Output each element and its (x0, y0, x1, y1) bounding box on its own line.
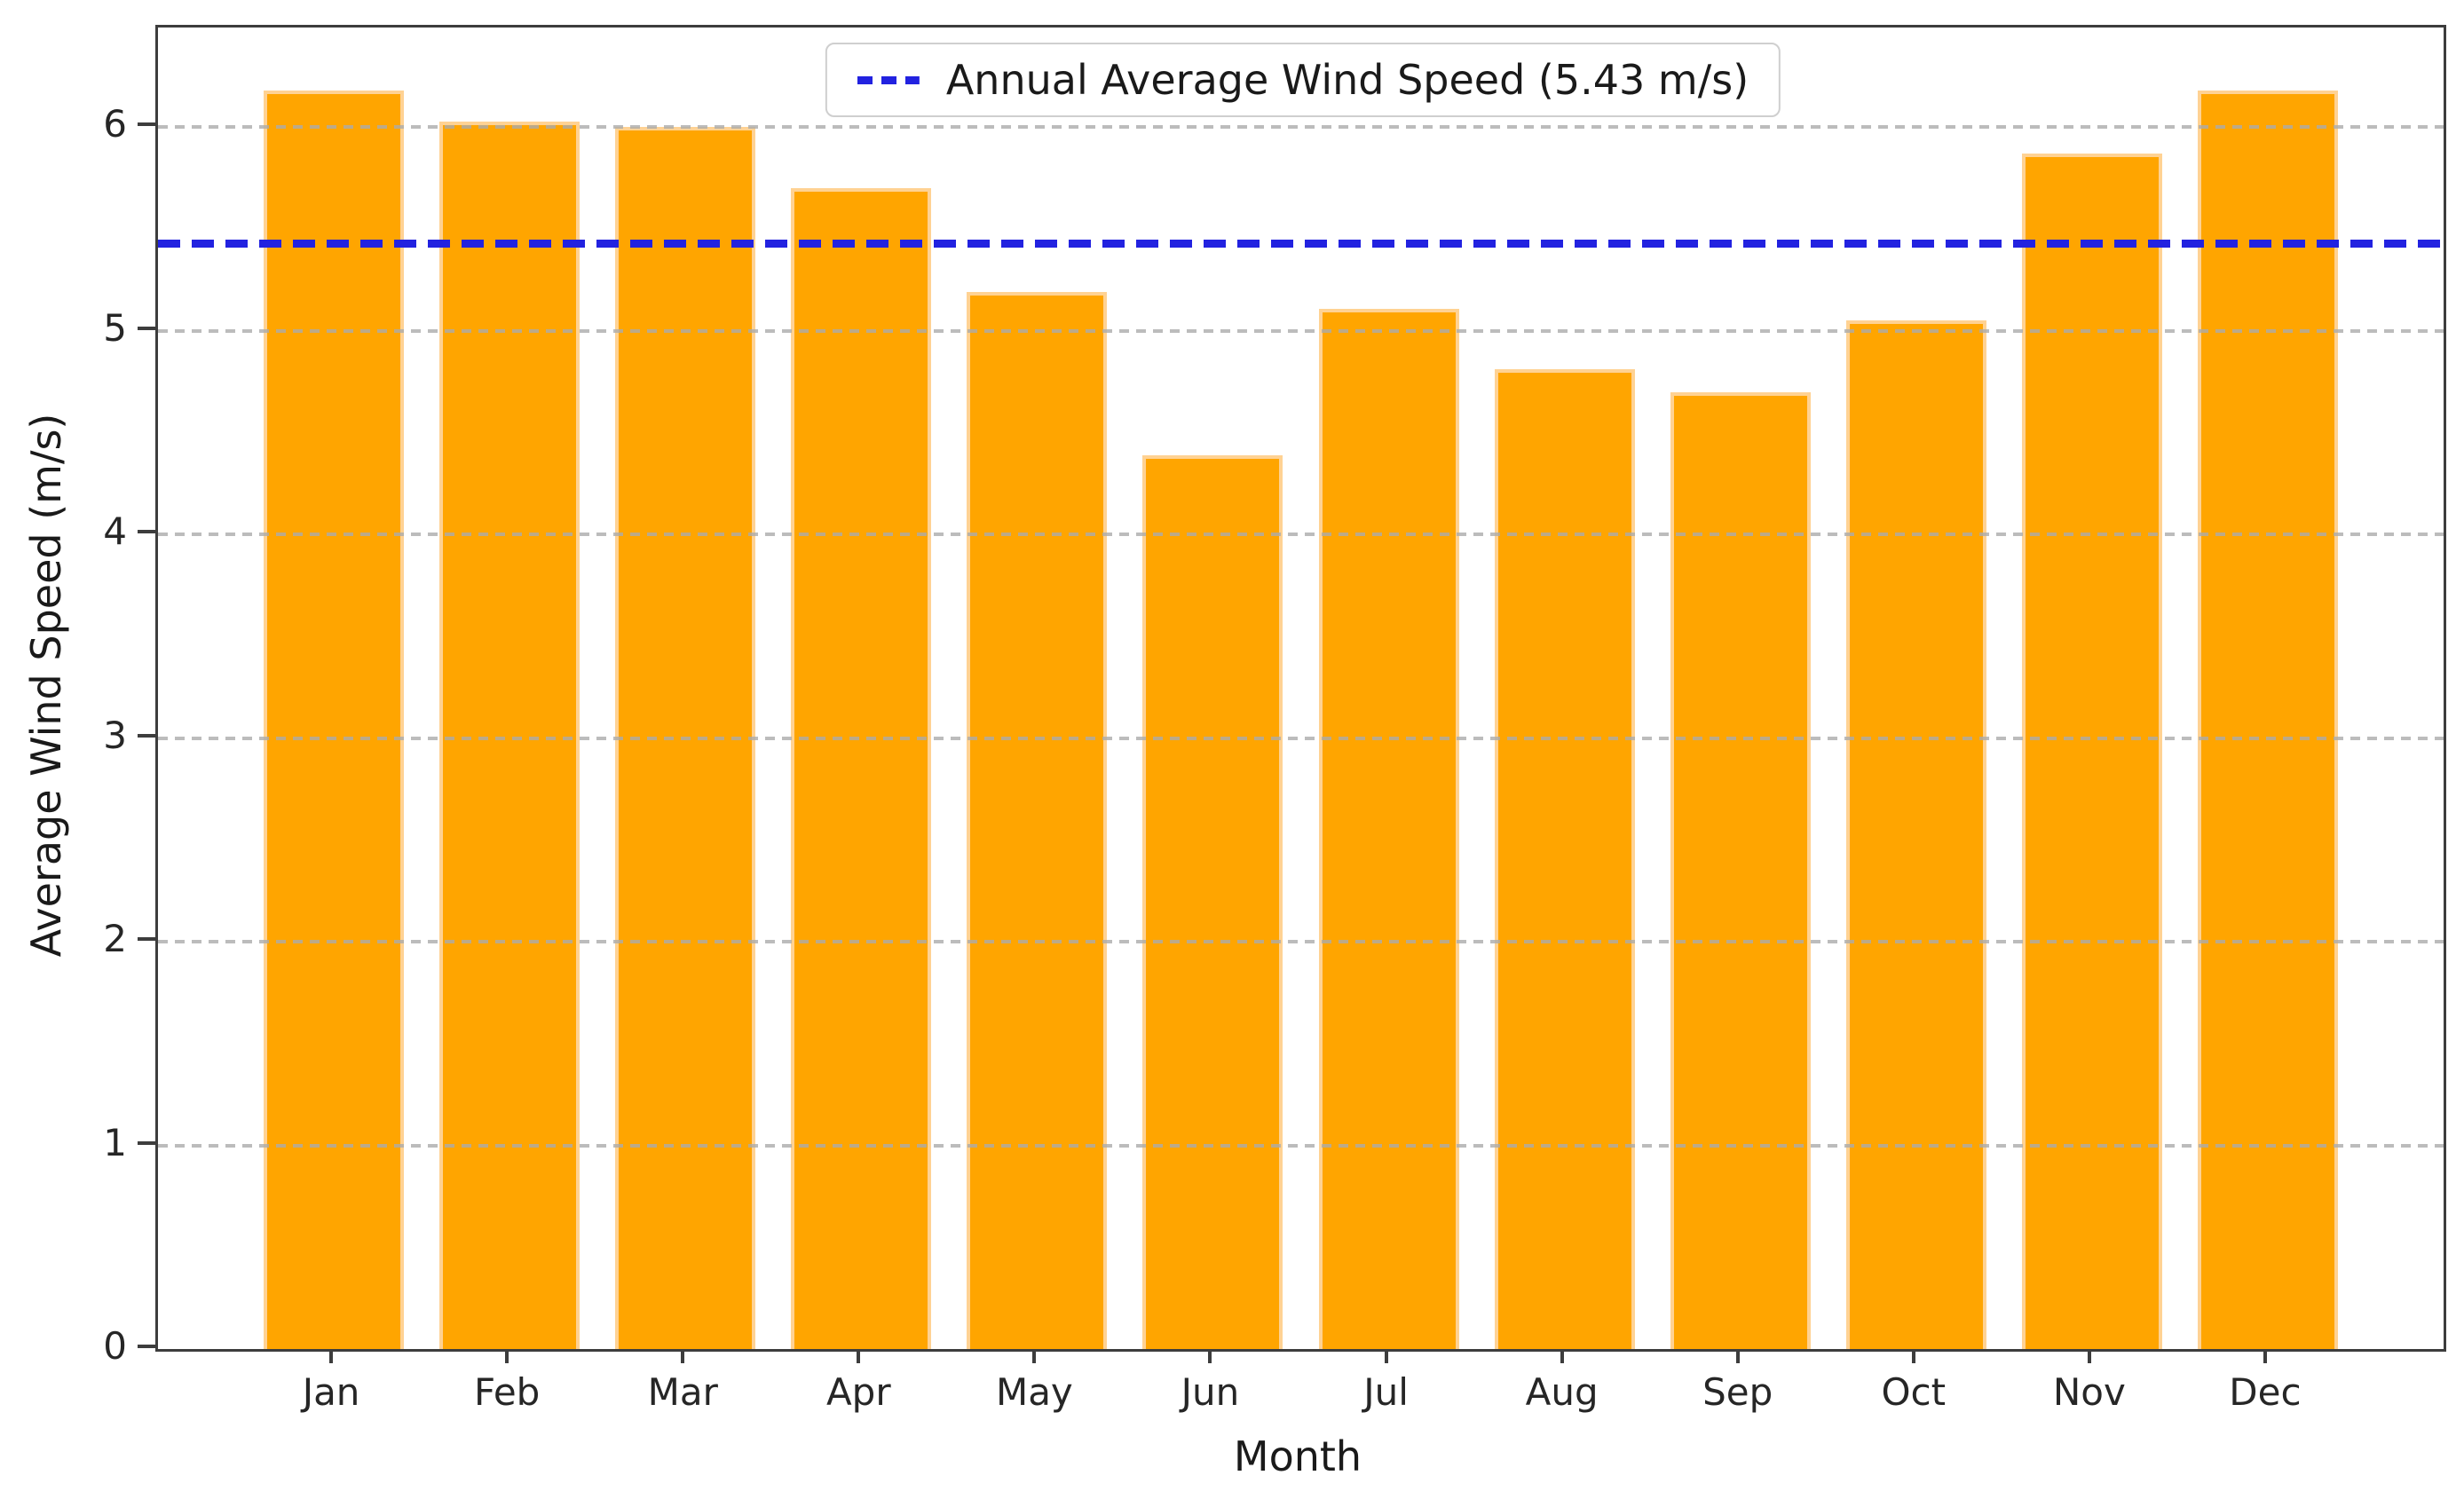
y-tick-label: 3 (103, 713, 127, 757)
x-tick-mark (1208, 1349, 1212, 1363)
x-tick-label: Nov (2052, 1370, 2126, 1414)
y-tick-label: 1 (103, 1120, 127, 1164)
y-gridline (158, 736, 2444, 740)
bar-jun (1142, 454, 1283, 1349)
x-tick-label: Jan (302, 1370, 360, 1414)
y-tick-mark (138, 326, 155, 330)
bar-jul (1318, 308, 1459, 1349)
y-tick-label: 5 (103, 305, 127, 350)
y-tick-label: 2 (103, 917, 127, 961)
x-tick-mark (505, 1349, 509, 1363)
y-gridline (158, 328, 2444, 333)
x-tick-mark (2263, 1349, 2267, 1363)
x-tick-label: Sep (1702, 1370, 1773, 1414)
bar-jan (264, 91, 405, 1349)
x-tick-label: Jul (1363, 1370, 1409, 1414)
y-tick-label: 6 (103, 102, 127, 146)
y-gridline (158, 125, 2444, 130)
y-tick-mark (138, 1140, 155, 1145)
y-tick-mark (138, 530, 155, 534)
y-gridline (158, 1143, 2444, 1148)
bar-feb (439, 121, 580, 1349)
x-tick-label: Feb (473, 1370, 541, 1414)
bar-apr (791, 188, 932, 1349)
bar-nov (2021, 154, 2162, 1349)
y-tick-mark (138, 733, 155, 738)
y-tick-label: 0 (103, 1324, 127, 1368)
y-axis-label: Average Wind Speed (m/s) (22, 413, 70, 958)
bar-dec (2197, 91, 2338, 1349)
bar-sep (1670, 391, 1811, 1349)
x-tick-mark (329, 1349, 334, 1363)
y-gridline (158, 940, 2444, 944)
x-axis-label: Month (1233, 1432, 1362, 1480)
x-tick-label: Apr (825, 1370, 891, 1414)
bar-oct (1845, 320, 1986, 1349)
x-tick-label: May (995, 1370, 1073, 1414)
x-tick-mark (1735, 1349, 1740, 1363)
x-tick-label: Oct (1881, 1370, 1947, 1414)
y-tick-mark (138, 937, 155, 942)
legend-box: Annual Average Wind Speed (5.43 m/s) (825, 43, 1781, 117)
x-tick-mark (857, 1349, 861, 1363)
x-tick-mark (681, 1349, 685, 1363)
x-tick-label: Jun (1181, 1370, 1240, 1414)
x-tick-mark (1032, 1349, 1037, 1363)
y-tick-mark (138, 1345, 155, 1348)
plot-area (155, 25, 2446, 1352)
legend-label: Annual Average Wind Speed (5.43 m/s) (945, 56, 1749, 104)
x-tick-mark (2087, 1349, 2091, 1363)
y-tick-mark (138, 122, 155, 127)
x-tick-mark (1911, 1349, 1915, 1363)
x-tick-mark (1384, 1349, 1388, 1363)
x-tick-label: Dec (2229, 1370, 2302, 1414)
bar-aug (1494, 369, 1635, 1349)
annual-average-line (158, 240, 2444, 249)
y-gridline (158, 533, 2444, 537)
x-tick-label: Mar (647, 1370, 718, 1414)
y-tick-label: 4 (103, 509, 127, 554)
x-tick-mark (1560, 1349, 1564, 1363)
legend-dashed-line-sample (857, 75, 920, 84)
x-tick-label: Aug (1525, 1370, 1599, 1414)
bar-may (967, 292, 1108, 1349)
